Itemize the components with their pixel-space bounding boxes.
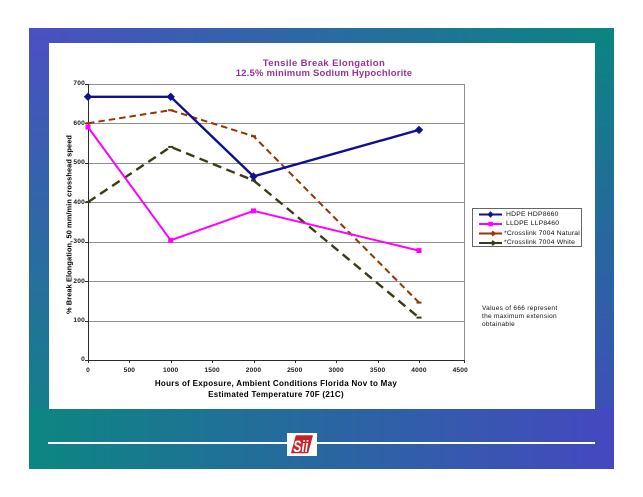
svg-text:Sii: Sii: [293, 438, 309, 456]
